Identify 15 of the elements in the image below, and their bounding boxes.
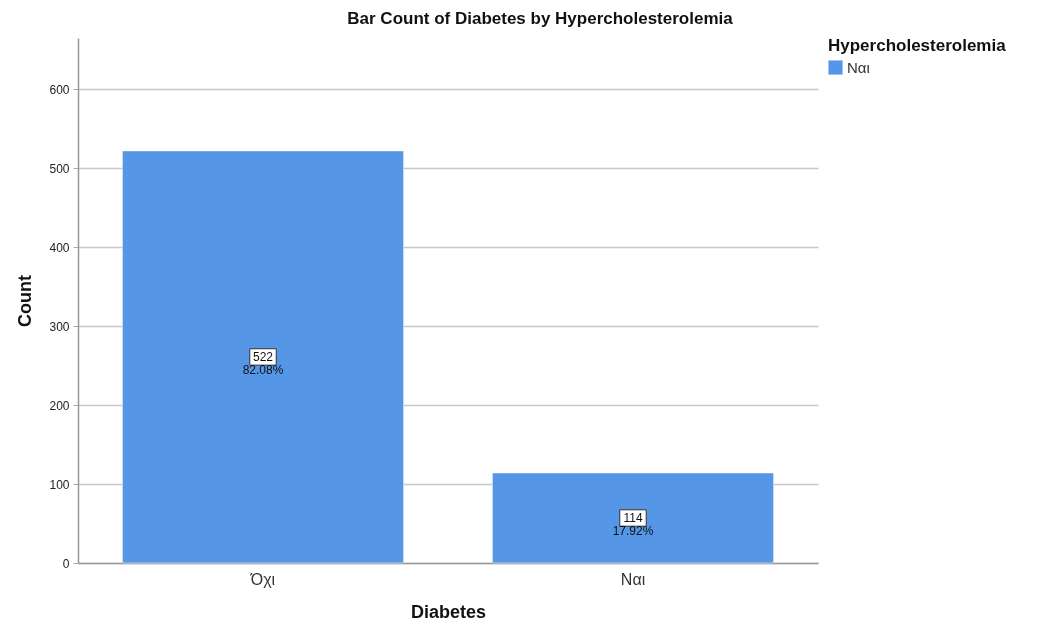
legend-title: Hypercholesterolemia [828,36,1007,55]
y-tick-label: 400 [49,240,70,255]
data-label: 114 17.92% [612,511,654,538]
y-tick-label: 100 [49,477,70,492]
chart-title: Bar Count of Diabetes by Hypercholesterolemia [347,9,734,28]
y-tick-label: 500 [49,161,70,176]
data-label: 522 82.08% [242,349,284,377]
y-tick-label: 0 [62,556,70,571]
x-tick-label: Όχι [249,570,276,588]
legend-label: Ναι [847,58,870,76]
y-tick-label: 600 [49,82,70,97]
y-tick-label: 200 [49,398,70,413]
y-tick-label: 300 [49,319,70,334]
y-axis-title: Count [15,275,36,327]
x-axis-title: Diabetes [410,601,487,622]
